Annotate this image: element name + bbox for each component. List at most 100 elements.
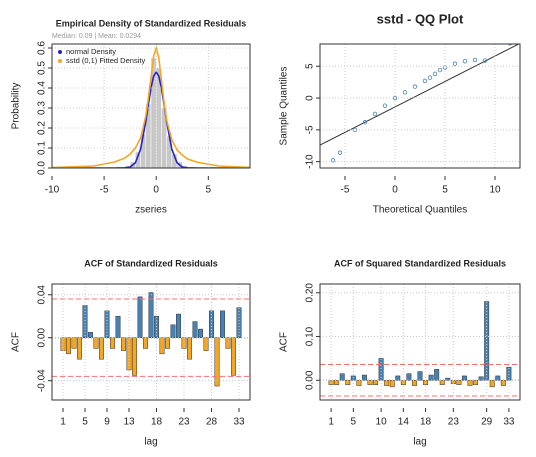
acf-bar (198, 328, 203, 338)
chart-title: Empirical Density of Standardized Residu… (56, 18, 247, 28)
acf-bar (489, 380, 495, 388)
acf-bar (225, 337, 231, 349)
acf-bar (181, 337, 187, 349)
y-tick-label: 0.4 (37, 81, 48, 95)
point (330, 158, 336, 163)
qq-line (320, 44, 520, 146)
plot-area (320, 301, 520, 397)
y-tick-label: -0.04 (37, 369, 48, 392)
y-tick-label: -10 (305, 154, 316, 169)
y-axis-label: Probability (11, 83, 22, 130)
acf-bar (132, 337, 137, 376)
acf-bar (159, 337, 165, 355)
acf-bar (334, 380, 340, 385)
y-axis-label: Sample Quantiles (279, 67, 290, 146)
acf-bar (411, 380, 417, 386)
acf-bar (121, 337, 126, 351)
acf-bar (77, 337, 82, 360)
acf-bar (384, 380, 390, 386)
acf-bar (143, 337, 148, 349)
x-tick-label: 18 (151, 417, 163, 428)
chart-title: ACF of Squared Standardized Residuals (334, 258, 506, 268)
x-tick-label: 5 (206, 185, 212, 196)
x-axis-label: lag (413, 437, 426, 448)
point (412, 84, 418, 89)
y-tick-label: 0.20 (305, 283, 316, 303)
y-tick-label: -5 (305, 125, 316, 134)
point (422, 78, 428, 84)
y-tick-label: 0.1 (37, 141, 48, 155)
chart-title: sstd - QQ Plot (377, 11, 464, 26)
acf-bar (361, 374, 367, 381)
acf-bar (417, 371, 423, 381)
x-tick-label: 0 (392, 185, 398, 196)
point (382, 103, 388, 108)
point (482, 58, 488, 63)
legend-marker (58, 59, 62, 63)
acf-bar (110, 337, 115, 349)
acf-bar (350, 375, 356, 381)
acf-bar (500, 380, 506, 386)
y-tick-label: 0.3 (37, 101, 48, 115)
acf-bar (115, 315, 121, 338)
acf-bar (93, 337, 99, 349)
acf-bar (170, 324, 176, 338)
acf-bar (176, 313, 181, 338)
acf-bar (236, 307, 242, 338)
legend-label: normal Density (66, 47, 116, 56)
x-tick-label: -5 (100, 185, 109, 196)
x-tick-label: 23 (448, 417, 460, 428)
point (452, 61, 458, 66)
acf-bar (428, 374, 434, 381)
acf-bar (165, 337, 170, 349)
x-tick-label: 14 (398, 417, 410, 428)
plot-frame (51, 43, 251, 169)
x-tick-label: 29 (481, 417, 493, 428)
acf-bar (434, 369, 440, 381)
x-tick-label: 9 (104, 417, 110, 428)
acf-bar (214, 337, 220, 387)
y-tick-label: 0.00 (305, 370, 316, 390)
y-axis-label: ACF (11, 332, 22, 352)
plot-frame (319, 283, 521, 401)
x-tick-label: 33 (503, 417, 515, 428)
x-tick-label: 18 (420, 417, 432, 428)
x-tick-label: -10 (45, 185, 60, 196)
acf-bar (389, 380, 395, 388)
acf-bar (187, 337, 192, 360)
acf-bar (445, 377, 451, 381)
acf-bar (66, 337, 71, 355)
y-tick-label: 0.6 (37, 41, 48, 55)
acf-bar (345, 380, 351, 385)
y-tick-label: 0.10 (305, 326, 316, 346)
x-axis-label: lag (144, 437, 157, 448)
point (337, 150, 343, 155)
x-tick-label: 33 (233, 417, 245, 428)
acf-bar (439, 380, 445, 385)
y-tick-label: 5 (305, 63, 316, 69)
y-tick-label: 0.00 (37, 328, 48, 348)
acf-bar (367, 380, 373, 385)
acf-bar (373, 380, 379, 385)
point (372, 111, 378, 117)
y-tick-label: 0.2 (37, 121, 48, 135)
x-tick-label: 10 (489, 185, 501, 196)
acf-bar (506, 366, 512, 381)
acf-bar (203, 337, 209, 351)
x-tick-label: 23 (178, 417, 190, 428)
acf-bar (339, 373, 345, 381)
y-tick-label: 0 (305, 95, 316, 101)
acf-bar (231, 337, 236, 376)
plot-area (52, 292, 250, 387)
acf-bar (495, 375, 501, 381)
acf-bar (192, 321, 198, 338)
acf-bar (456, 380, 462, 385)
point (402, 90, 408, 95)
y-tick-label: 0.5 (37, 61, 48, 75)
x-tick-label: 5 (442, 185, 448, 196)
point (427, 75, 433, 80)
point (392, 95, 398, 101)
acf-bar (88, 332, 93, 338)
point (507, 44, 513, 46)
acf-bar (356, 380, 362, 386)
